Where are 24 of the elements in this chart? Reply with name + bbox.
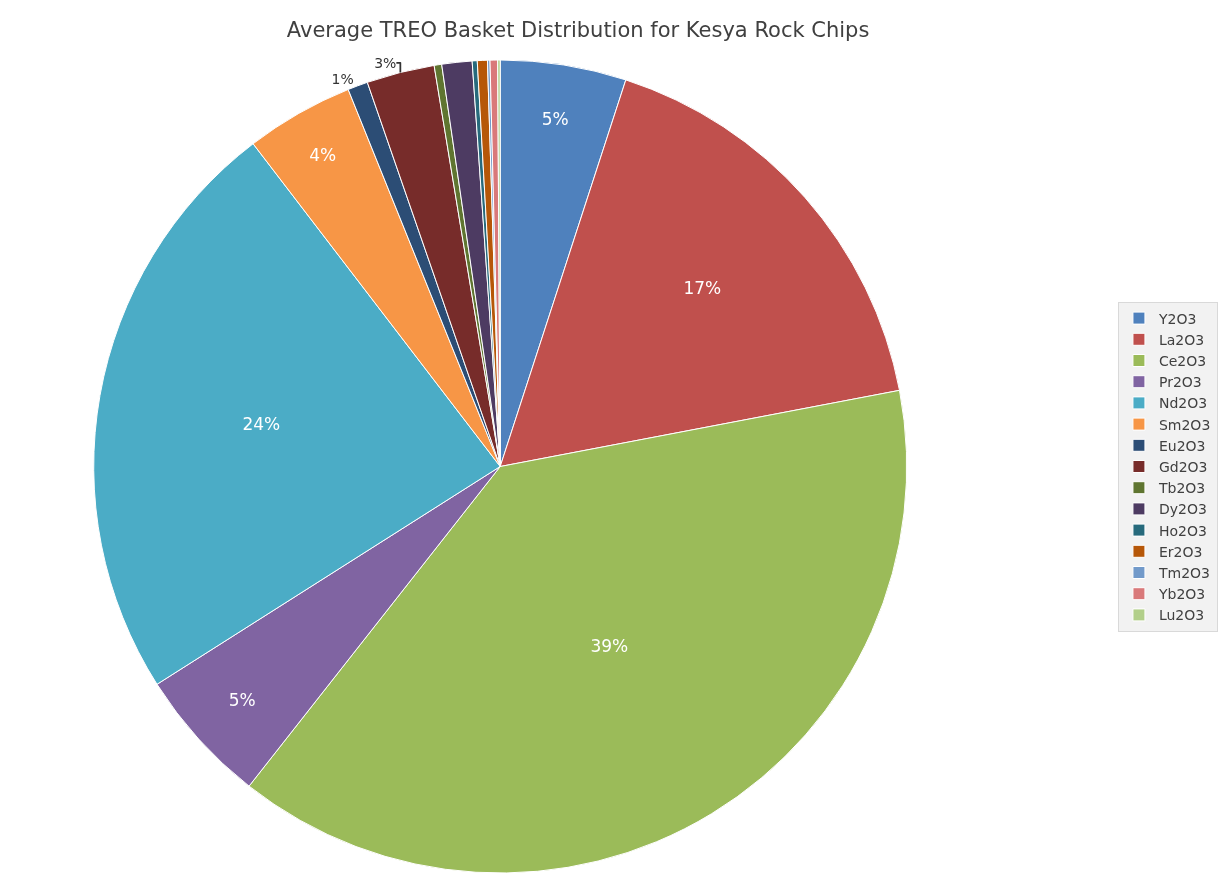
legend-label: Ho2O3 xyxy=(1158,522,1207,539)
data-label: 5% xyxy=(541,109,569,130)
data-label: 4% xyxy=(309,145,337,166)
legend-label: Ce2O3 xyxy=(1158,352,1207,369)
legend-label: Pr2O3 xyxy=(1158,374,1202,391)
data-label: 5% xyxy=(228,689,256,710)
legend-label: Lu2O3 xyxy=(1158,607,1205,624)
data-label: 24% xyxy=(242,414,281,435)
legend-label: Eu2O3 xyxy=(1158,437,1206,454)
legend-label: Nd2O3 xyxy=(1158,395,1208,412)
legend-label: Tb2O3 xyxy=(1157,480,1206,497)
legend-label: Y2O3 xyxy=(1157,310,1197,327)
legend-label: Tm2O3 xyxy=(1157,564,1210,581)
data-label: 17% xyxy=(683,278,722,299)
legend-label: La2O3 xyxy=(1158,331,1205,348)
legend-label: Dy2O3 xyxy=(1158,501,1207,518)
legend-label: Sm2O3 xyxy=(1158,416,1211,433)
chart-title: Average TREO Basket Distribution for Kesya Rock Chips xyxy=(286,18,870,43)
legend-label: Er2O3 xyxy=(1158,543,1203,560)
legend-label: Gd2O3 xyxy=(1158,458,1208,475)
legend-label: Yb2O3 xyxy=(1157,586,1206,603)
data-label: 1% xyxy=(331,70,354,87)
data-label: 3% xyxy=(374,54,397,71)
data-label: 39% xyxy=(590,635,629,656)
